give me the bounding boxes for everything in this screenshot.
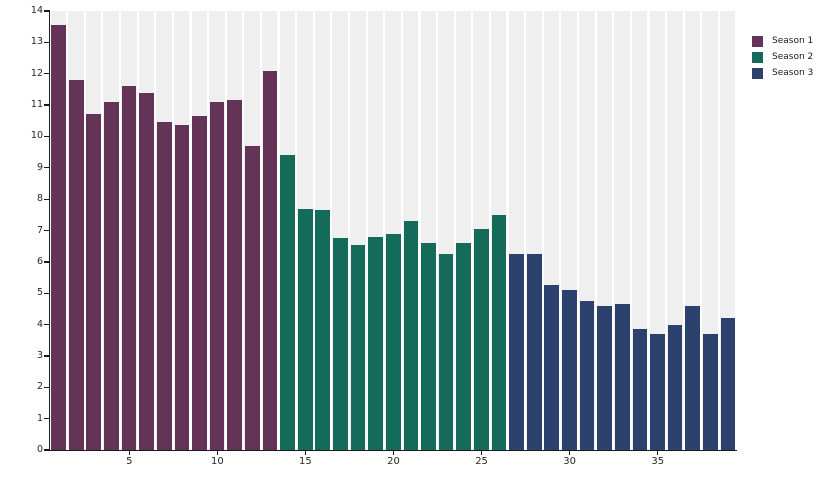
bar-episode-7 xyxy=(156,122,172,450)
bar-episode-10 xyxy=(209,101,225,450)
bar-episode-32 xyxy=(597,305,612,450)
legend-label-season-2: Season 2 xyxy=(772,52,814,62)
x-tick xyxy=(480,451,483,455)
y-tick-label: 0 xyxy=(36,444,43,455)
y-tick-label: 13 xyxy=(30,36,43,48)
y-axis-line xyxy=(48,10,51,451)
bar-episode-37 xyxy=(685,305,701,450)
bar-episode-18 xyxy=(350,244,366,450)
bar-episode-8 xyxy=(174,125,190,450)
bar-episode-39 xyxy=(720,318,736,450)
bar-episode-21 xyxy=(403,221,419,450)
bar-episode-1 xyxy=(51,25,66,450)
bar-episode-30 xyxy=(562,290,577,450)
bar-episode-12 xyxy=(244,145,260,450)
y-tick xyxy=(44,73,49,75)
bar-episode-33 xyxy=(614,304,630,450)
bar-episode-36 xyxy=(667,324,683,450)
bar-episode-16 xyxy=(315,210,331,450)
x-tick-label: 20 xyxy=(387,456,400,467)
y-tick-label: 11 xyxy=(30,99,43,111)
bar-episode-24 xyxy=(456,243,472,450)
x-tick-label: 25 xyxy=(475,456,488,467)
y-tick-label: 9 xyxy=(36,161,43,173)
bar-episode-14 xyxy=(280,155,295,450)
y-tick xyxy=(44,135,49,138)
bar-episode-9 xyxy=(192,116,207,450)
x-tick-label: 30 xyxy=(563,456,576,467)
bar-episode-29 xyxy=(544,285,560,450)
x-tick xyxy=(392,451,395,455)
bar-episode-17 xyxy=(333,238,348,450)
x-tick-label: 15 xyxy=(299,456,312,467)
y-tick xyxy=(44,386,49,388)
legend-swatch-season-3 xyxy=(752,67,763,79)
y-tick xyxy=(44,104,49,106)
bar-episode-6 xyxy=(139,92,154,450)
bar-episode-38 xyxy=(702,333,718,450)
bar-episode-3 xyxy=(86,114,102,450)
x-tick xyxy=(128,451,130,455)
bar-episode-34 xyxy=(632,329,648,450)
y-tick-label: 3 xyxy=(36,349,43,361)
y-tick-label: 14 xyxy=(30,5,43,16)
bar-episode-11 xyxy=(227,100,243,450)
y-tick xyxy=(44,10,49,12)
bar-episode-35 xyxy=(650,333,665,450)
legend-item-season-1: Season 1 xyxy=(752,33,813,49)
x-tick xyxy=(216,451,219,455)
y-tick-label: 10 xyxy=(30,130,43,142)
x-axis-line xyxy=(48,449,737,452)
y-tick xyxy=(44,198,49,200)
bar-episode-19 xyxy=(368,236,383,450)
y-tick-label: 12 xyxy=(30,67,43,79)
bar-episode-20 xyxy=(385,233,401,450)
bar-episode-4 xyxy=(104,101,119,450)
x-tick-label: 5 xyxy=(126,456,133,467)
y-tick xyxy=(44,167,49,169)
y-tick xyxy=(44,418,49,420)
y-tick xyxy=(44,261,49,263)
bar-episode-25 xyxy=(473,228,489,450)
y-tick-label: 5 xyxy=(36,287,43,299)
bar-episode-13 xyxy=(262,70,278,450)
y-tick xyxy=(44,229,49,232)
bar-episode-28 xyxy=(526,254,542,450)
x-tick xyxy=(304,451,307,455)
bar-episode-22 xyxy=(421,243,436,450)
legend: Season 1 Season 2 Season 3 xyxy=(752,33,813,81)
y-tick-label: 2 xyxy=(36,381,43,393)
y-tick-label: 1 xyxy=(36,412,43,424)
legend-swatch-season-2 xyxy=(752,51,763,63)
bar-episode-27 xyxy=(509,254,524,450)
x-tick-label: 10 xyxy=(210,456,224,467)
x-tick-label: 35 xyxy=(651,456,665,467)
x-tick xyxy=(657,451,659,455)
y-tick-label: 7 xyxy=(36,224,43,236)
plot-area xyxy=(50,11,737,450)
legend-item-season-3: Season 3 xyxy=(752,65,813,81)
y-tick xyxy=(44,292,49,294)
x-tick xyxy=(569,451,571,455)
bar-episode-15 xyxy=(297,208,313,450)
y-tick xyxy=(44,323,49,326)
bar-episode-5 xyxy=(121,86,137,450)
y-tick xyxy=(44,449,49,451)
y-tick-label: 6 xyxy=(36,255,43,267)
bar-episode-2 xyxy=(68,80,84,450)
legend-label-season-1: Season 1 xyxy=(772,36,814,46)
y-tick xyxy=(44,41,49,44)
bar-episode-31 xyxy=(579,301,595,450)
legend-swatch-season-1 xyxy=(752,35,763,47)
legend-label-season-3: Season 3 xyxy=(772,68,814,78)
legend-item-season-2: Season 2 xyxy=(752,49,813,65)
y-tick-label: 8 xyxy=(36,193,43,205)
y-tick xyxy=(44,355,49,357)
bar-episode-23 xyxy=(438,254,454,450)
bar-episode-26 xyxy=(491,214,507,450)
y-tick-label: 4 xyxy=(36,318,43,330)
